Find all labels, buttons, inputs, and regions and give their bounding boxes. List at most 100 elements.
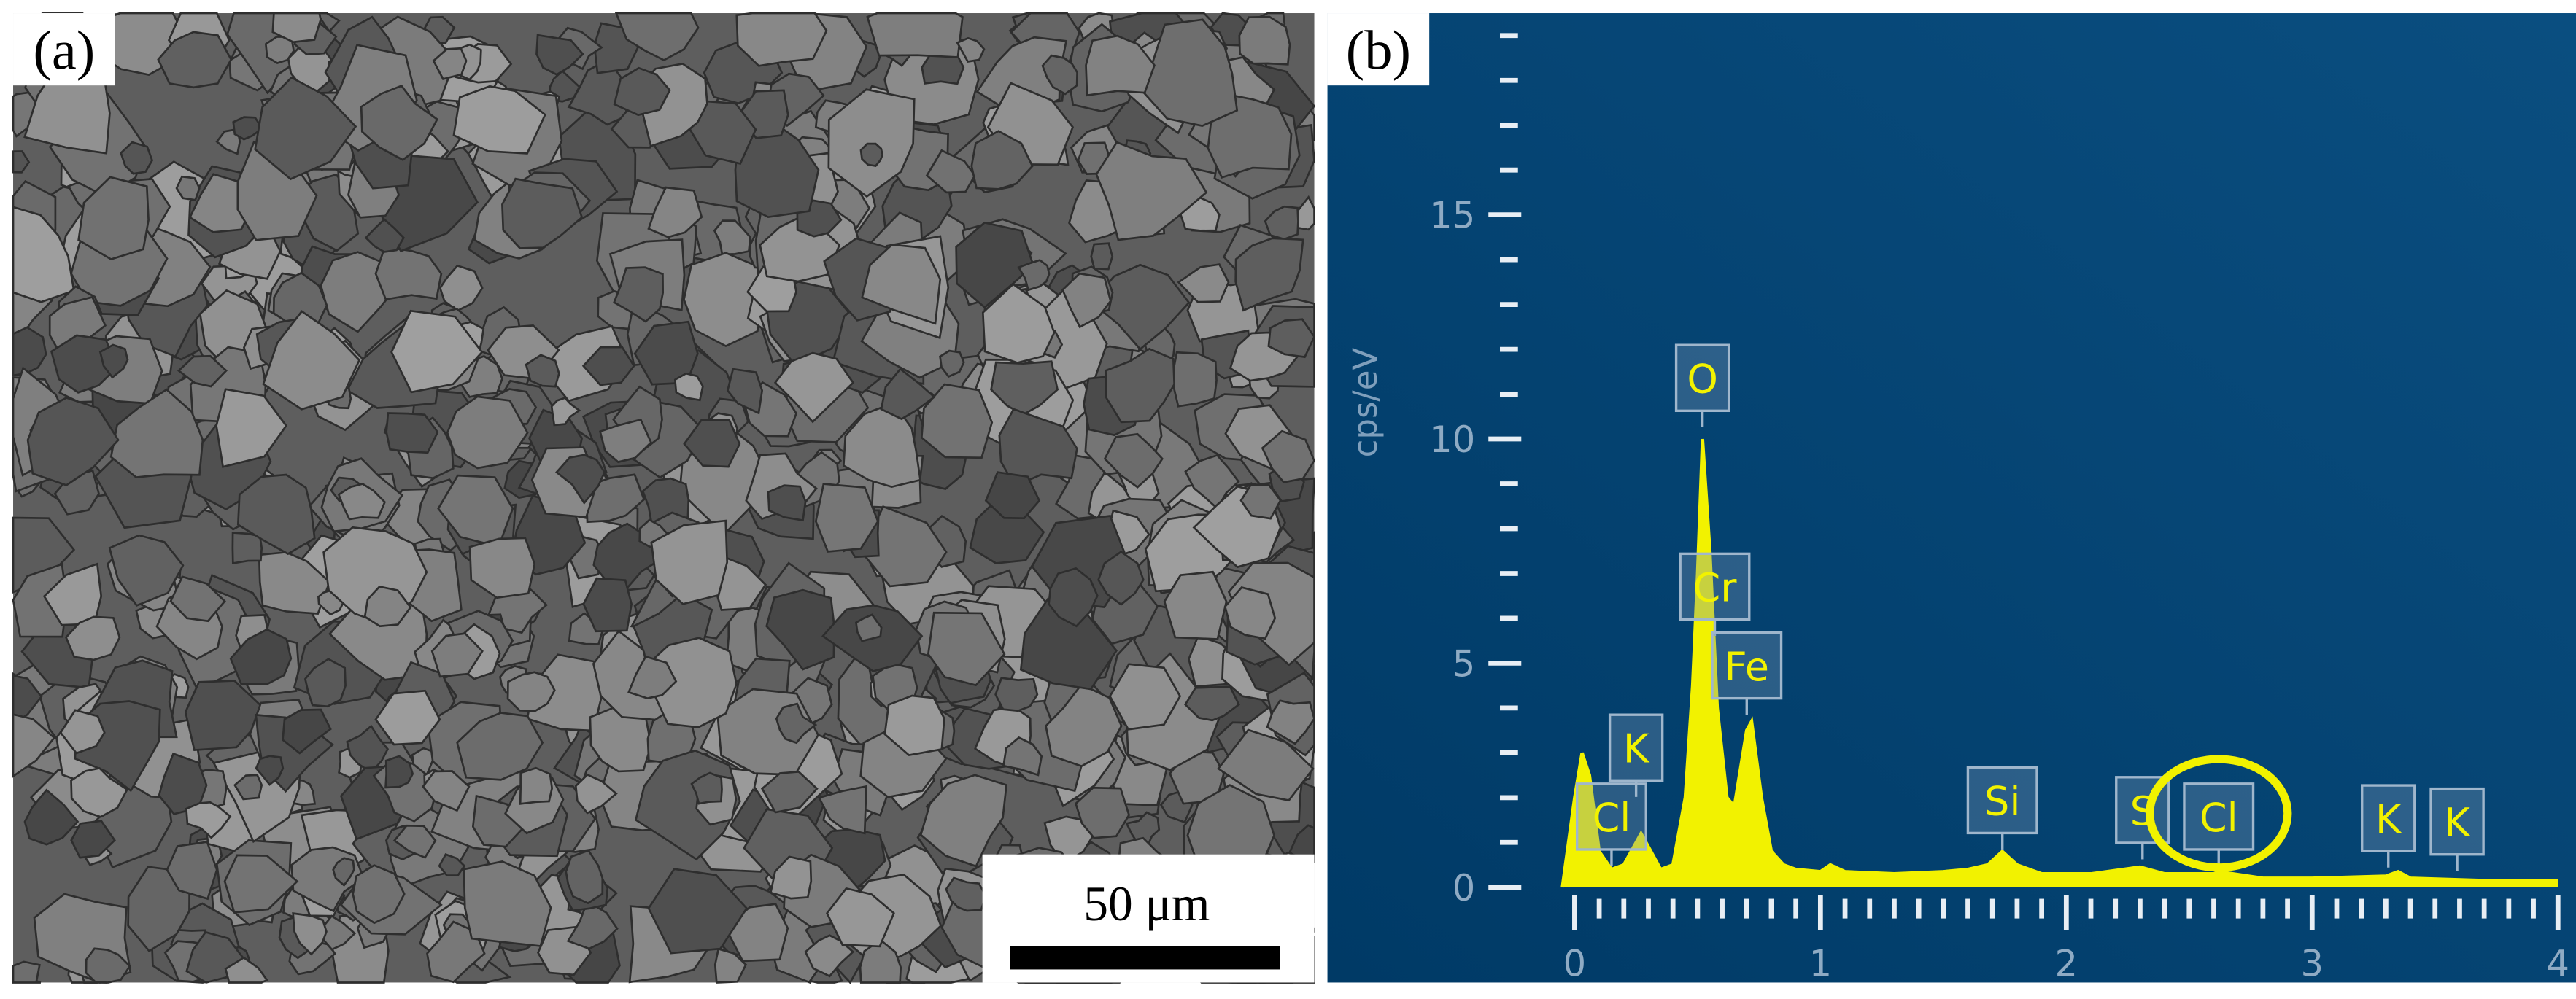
grain [446,395,529,470]
grain [927,611,1006,687]
grain [1095,141,1208,241]
grain [519,766,554,805]
grain [859,142,884,168]
grain [224,956,268,984]
grain [422,770,471,812]
grain [26,397,120,486]
grain [582,577,633,633]
grain [919,774,1007,868]
x-tick-label: 0 [1563,942,1587,984]
peak-label-box [2361,784,2416,852]
grain [613,266,664,323]
grain [254,76,357,181]
grain [232,116,263,141]
grain [59,709,106,755]
grain [271,12,322,44]
y-tick-label: 15 [1429,195,1475,237]
grain [1184,685,1240,722]
grain [1061,272,1112,329]
grain [1048,567,1099,628]
grain [826,887,895,948]
grain [1177,263,1230,303]
grain [956,36,986,63]
grain [50,334,119,394]
grain [535,34,584,76]
grain [215,388,287,468]
label-box [13,13,115,86]
grain [690,771,723,805]
grain [12,150,31,174]
panel-label: (b) [1346,20,1411,82]
grain [374,246,443,301]
grain [70,766,129,818]
grain [859,938,902,984]
x-tick-label: 1 [1809,942,1833,984]
peak-label-box [1674,343,1730,413]
grain [998,408,1078,488]
grain [177,354,228,388]
peak-label-box [2183,782,2255,851]
grain [775,702,818,745]
grain [1105,347,1176,424]
highlight-circle [2146,755,2292,872]
grain [1002,736,1043,777]
grain [456,712,544,781]
grain [984,471,1041,520]
grain [438,264,484,312]
grain [463,860,552,947]
grain [12,562,69,638]
grain [452,85,546,155]
grain [939,349,965,378]
grain [384,755,414,789]
grain [1239,483,1282,520]
grain [804,934,855,978]
grain [614,12,700,61]
grain [1234,237,1304,312]
peak-label: Cl [2200,795,2238,841]
peak-label: Cr [1693,565,1737,611]
grain [970,130,1034,190]
grain [1261,429,1316,483]
grain [1267,318,1316,359]
grain [363,585,412,628]
grain [374,689,441,746]
grain [157,31,233,89]
grain [98,343,129,379]
grain [1045,683,1123,768]
peak-label: K [2375,796,2402,842]
grain [12,713,56,779]
peak-label: Si [1984,779,2020,825]
grain [734,117,820,219]
grain [255,755,285,786]
grain [1238,15,1291,66]
peak-label: K [1623,726,1650,772]
grain [599,418,653,464]
grain [1172,351,1218,408]
grain [767,484,807,522]
grain [760,770,819,814]
grain [385,412,439,454]
peak-label-box [1679,552,1751,621]
grain [364,217,405,253]
grain [1108,663,1182,731]
grain [223,854,299,914]
grain [613,66,671,117]
grain [990,360,1059,416]
grain [12,674,43,726]
grain [550,397,581,427]
grain [390,309,484,394]
grain [236,473,316,556]
grain [627,655,678,700]
grain [574,773,618,815]
grain [1103,432,1164,489]
grain [773,351,855,424]
grain [866,12,964,58]
grain [1125,811,1161,850]
grain [292,912,328,956]
grain [994,677,1039,712]
grain [726,368,764,415]
grain [650,519,729,605]
grain [883,694,945,757]
grain [120,141,154,175]
peak-label-box [2429,787,2485,856]
